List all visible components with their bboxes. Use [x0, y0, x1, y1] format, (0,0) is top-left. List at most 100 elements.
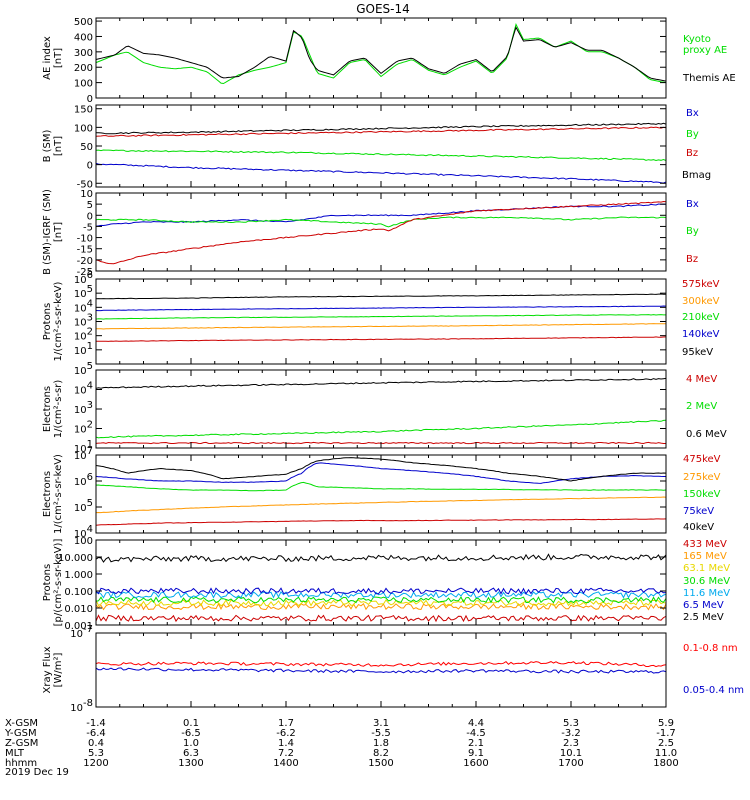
y-tick-label: 300 [74, 48, 93, 59]
y-tick-label: 101 [74, 341, 93, 357]
series-line-bmag [96, 122, 666, 135]
panel-protons-low: 101102103104105106Protons1/(cm²-s-sr-keV… [42, 270, 720, 365]
series-line-kyoto-proxy-ae [96, 22, 666, 85]
ephemeris-value: 5.9 [658, 718, 674, 729]
y-axis-label: Electrons1/(cm²-s-sr) [42, 380, 64, 439]
ephemeris-value: 11.0 [655, 748, 677, 759]
ephemeris-value: -3.2 [561, 728, 581, 739]
y-tick-label: 104 [74, 381, 93, 397]
ephemeris-value: 1600 [463, 758, 488, 769]
ephemeris-value: 1.7 [278, 718, 294, 729]
panel-ae: 0 100 200 300 400 500 AE index[nT] Kyoto proxy A… [42, 17, 736, 105]
series-line-63-1-mev [96, 599, 666, 607]
series-line-275kev [96, 496, 666, 514]
axis-frame [95, 454, 667, 534]
legend-0-1-0-8-nm: 0.1-0.8 nm [683, 643, 738, 654]
ephemeris-label-mlt: MLT [5, 748, 25, 759]
y-tick-label: -10 [77, 234, 93, 245]
axis-frame [95, 539, 667, 626]
legend-433-mev: 433 MeV [683, 539, 727, 550]
y-tick-label: 0.010 [64, 604, 93, 615]
y-tick-label: 100 [74, 123, 93, 134]
series-line-140kev [96, 305, 666, 312]
legend-300kev: 300keV [682, 296, 720, 307]
y-tick-label: 0 [87, 94, 93, 105]
ephemeris-table: X-GSM -1.4 0.1 1.7 3.1 4.4 5.3 5.9 Y-GSM -6.4 -6.5… [4, 718, 679, 769]
series-line-300kev [96, 323, 666, 330]
ephemeris-value: -5.5 [371, 728, 391, 739]
ephemeris-value: 4.4 [468, 718, 484, 729]
ephemeris-value: 1.0 [183, 738, 199, 749]
legend-40kev: 40keV [683, 522, 714, 533]
y-tick-label: 10 [80, 189, 93, 200]
y-tick-label: 0 [87, 161, 93, 172]
series-line-bz [96, 126, 666, 137]
y-tick-label: -5 [83, 222, 93, 233]
series-line-0-6-mev [96, 377, 666, 389]
legend-11-6-mev: 11.6 MeV [683, 588, 730, 599]
series-line-475kev [96, 518, 666, 526]
y-tick-label: 1.000 [64, 570, 93, 581]
ephemeris-value: 6.3 [183, 748, 199, 759]
y-tick-label: 0.001 [64, 621, 93, 632]
legend-63-1-mev: 63.1 MeV [683, 563, 730, 574]
ephemeris-value: 1300 [178, 758, 203, 769]
y-tick-label: -20 [77, 256, 93, 267]
ephemeris-value: 5.3 [563, 718, 579, 729]
ephemeris-value: 7.2 [278, 748, 294, 759]
ephemeris-label-y-gsm: Y-GSM [4, 728, 37, 739]
legend-bz: Bz [686, 254, 698, 265]
legend-6-5-mev: 6.5 MeV [683, 600, 724, 611]
series-line-150kev [96, 481, 666, 492]
axis-frame [95, 278, 667, 365]
legend-bx: Bx [686, 199, 699, 210]
ephemeris-value: -1.4 [86, 718, 106, 729]
series-line-bz [96, 200, 666, 265]
legend-0-6-mev: 0.6 MeV [686, 429, 727, 440]
y-tick-label: 0.100 [64, 587, 93, 598]
ephemeris-value: 8.2 [373, 748, 389, 759]
series-line-11-6-mev [96, 590, 666, 599]
legend-275kev: 275keV [683, 472, 721, 483]
legend-by: By [686, 129, 699, 140]
ephemeris-value: 1400 [273, 758, 298, 769]
legend-140kev: 140keV [682, 329, 720, 340]
legend-475kev: 475keV [683, 454, 721, 465]
y-tick-label: 105 [74, 361, 93, 377]
y-tick-label: -25 [77, 267, 93, 278]
series-line-30-6-mev [96, 596, 666, 604]
y-axis-label: AE index[nT] [42, 36, 64, 80]
legend-0-05-0-4-nm: 0.05-0.4 nm [683, 685, 744, 696]
y-tick-label: -15 [77, 245, 93, 256]
ephemeris-value: 1500 [368, 758, 393, 769]
ephemeris-value: -4.5 [466, 728, 486, 739]
legend-bx: Bx [686, 108, 699, 119]
y-axis-label: Xray Flux[W/m²] [42, 646, 64, 693]
ephemeris-value: 9.1 [468, 748, 484, 759]
ephemeris-value: 2.5 [658, 738, 674, 749]
series-line-0-1-0-8-nm [96, 660, 666, 668]
legend-2-mev: 2 MeV [686, 401, 717, 412]
y-tick-label: 100 [74, 79, 93, 90]
ephemeris-value: -6.5 [181, 728, 201, 739]
ephemeris-value: 1700 [558, 758, 583, 769]
series-line-bx [96, 162, 666, 184]
ephemeris-label-x-gsm: X-GSM [5, 718, 38, 729]
ephemeris-value: -6.2 [276, 728, 296, 739]
legend-2-5-mev: 2.5 MeV [683, 612, 724, 623]
panel-protons-high: 0.001 0.010 0.100 1.000 10.000 100 Protons[p/(… [42, 536, 730, 632]
legend-by: By [686, 226, 699, 237]
figure-title: GOES-14 [356, 2, 410, 16]
axis-frame [95, 104, 667, 188]
series-line-95kev [96, 293, 666, 300]
y-axis-label: Protons1/(cm²-s-sr-keV) [42, 281, 64, 361]
y-tick-label: 5 [87, 200, 93, 211]
series-line-210kev [96, 314, 666, 320]
y-tick-label: 0 [87, 211, 93, 222]
panel-bsm: -50 0 50 100 150 B (SM)[nT] Bx By Bz Bmag [42, 104, 711, 190]
legend-75kev: 75keV [683, 506, 714, 517]
date-label: 2019 Dec 19 [5, 767, 69, 778]
